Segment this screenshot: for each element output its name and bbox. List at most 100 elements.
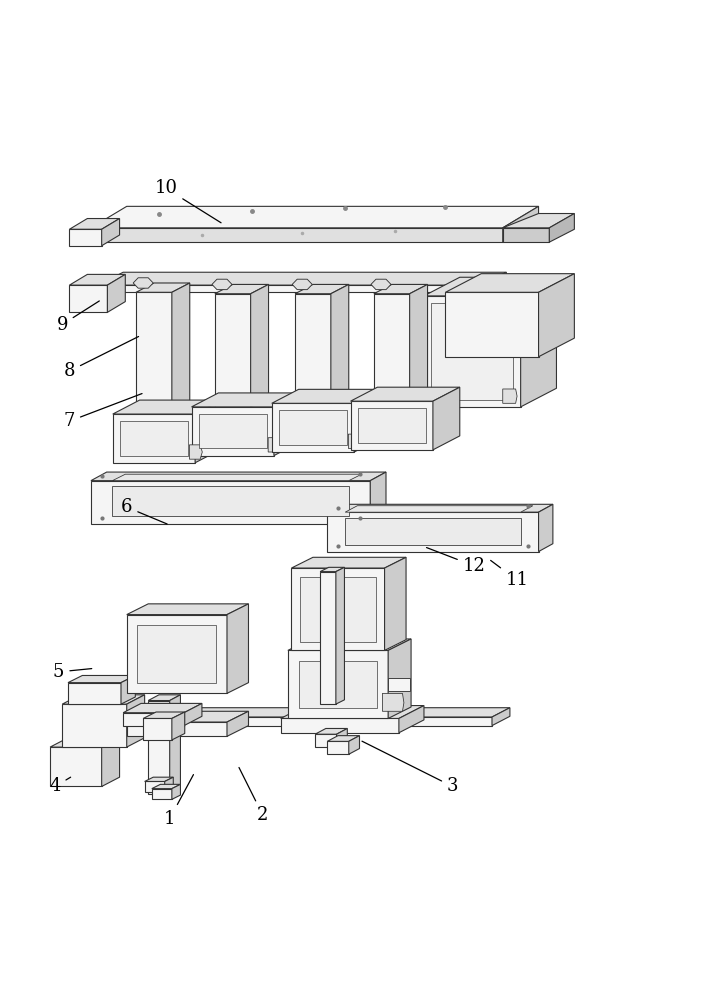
Polygon shape — [446, 274, 574, 292]
Polygon shape — [292, 279, 312, 290]
Polygon shape — [165, 777, 173, 792]
Polygon shape — [351, 401, 433, 450]
Polygon shape — [170, 695, 180, 794]
Polygon shape — [280, 706, 424, 718]
Polygon shape — [410, 284, 428, 401]
Polygon shape — [145, 777, 173, 781]
Polygon shape — [371, 279, 391, 290]
Polygon shape — [385, 557, 406, 650]
Polygon shape — [127, 711, 249, 722]
Text: 6: 6 — [121, 498, 167, 524]
Polygon shape — [446, 292, 539, 357]
Polygon shape — [481, 272, 506, 292]
Polygon shape — [227, 711, 249, 736]
Polygon shape — [354, 389, 381, 452]
Polygon shape — [388, 678, 410, 691]
Polygon shape — [374, 284, 428, 294]
Polygon shape — [121, 675, 135, 704]
Polygon shape — [101, 219, 119, 246]
Polygon shape — [300, 577, 376, 642]
Polygon shape — [503, 228, 549, 242]
Polygon shape — [549, 214, 574, 242]
Polygon shape — [101, 738, 119, 786]
Polygon shape — [351, 387, 459, 401]
Polygon shape — [268, 438, 281, 452]
Polygon shape — [91, 481, 370, 524]
Polygon shape — [349, 736, 360, 754]
Polygon shape — [127, 615, 227, 693]
Polygon shape — [212, 279, 232, 290]
Polygon shape — [336, 567, 344, 704]
Text: 4: 4 — [50, 777, 70, 795]
Polygon shape — [251, 284, 268, 407]
Polygon shape — [274, 393, 301, 456]
Text: 1: 1 — [164, 775, 193, 828]
Polygon shape — [98, 272, 506, 285]
Polygon shape — [331, 284, 349, 403]
Text: 11: 11 — [490, 560, 528, 589]
Polygon shape — [399, 706, 424, 733]
Polygon shape — [120, 421, 188, 456]
Polygon shape — [143, 718, 172, 740]
Polygon shape — [433, 387, 459, 450]
Polygon shape — [98, 285, 481, 292]
Text: 10: 10 — [155, 179, 221, 223]
Polygon shape — [503, 214, 574, 228]
Polygon shape — [83, 717, 492, 726]
Polygon shape — [320, 572, 336, 704]
Polygon shape — [191, 393, 301, 407]
Polygon shape — [152, 789, 172, 799]
Polygon shape — [70, 229, 101, 246]
Polygon shape — [83, 708, 510, 717]
Polygon shape — [539, 274, 574, 357]
Polygon shape — [113, 400, 222, 414]
Polygon shape — [288, 650, 388, 718]
Polygon shape — [91, 206, 539, 228]
Polygon shape — [295, 294, 331, 403]
Polygon shape — [127, 604, 249, 615]
Polygon shape — [137, 625, 216, 683]
Polygon shape — [427, 432, 440, 446]
Polygon shape — [215, 294, 251, 407]
Polygon shape — [191, 407, 274, 456]
Polygon shape — [50, 747, 101, 786]
Polygon shape — [503, 206, 539, 242]
Text: 12: 12 — [426, 548, 485, 575]
Polygon shape — [145, 781, 165, 792]
Polygon shape — [123, 703, 202, 713]
Polygon shape — [136, 292, 172, 414]
Polygon shape — [492, 708, 510, 726]
Polygon shape — [148, 695, 180, 701]
Polygon shape — [291, 557, 406, 568]
Polygon shape — [349, 434, 361, 448]
Polygon shape — [148, 701, 170, 794]
Polygon shape — [431, 303, 513, 400]
Polygon shape — [133, 278, 153, 288]
Text: 5: 5 — [53, 663, 92, 681]
Polygon shape — [91, 472, 386, 481]
Polygon shape — [127, 695, 145, 747]
Polygon shape — [227, 604, 249, 693]
Polygon shape — [107, 274, 125, 312]
Polygon shape — [298, 661, 377, 708]
Polygon shape — [143, 712, 185, 718]
Polygon shape — [315, 734, 336, 747]
Polygon shape — [320, 567, 344, 572]
Polygon shape — [127, 722, 227, 736]
Text: 2: 2 — [239, 767, 268, 824]
Polygon shape — [288, 639, 411, 650]
Text: 7: 7 — [64, 394, 142, 430]
Polygon shape — [539, 504, 553, 552]
Polygon shape — [195, 400, 222, 463]
Polygon shape — [198, 414, 267, 448]
Polygon shape — [172, 784, 180, 799]
Polygon shape — [70, 285, 107, 312]
Polygon shape — [68, 675, 135, 683]
Polygon shape — [63, 695, 145, 704]
Polygon shape — [336, 728, 347, 747]
Text: 9: 9 — [57, 301, 99, 334]
Polygon shape — [424, 296, 521, 407]
Polygon shape — [91, 228, 503, 242]
Polygon shape — [521, 277, 557, 407]
Text: 3: 3 — [362, 741, 458, 795]
